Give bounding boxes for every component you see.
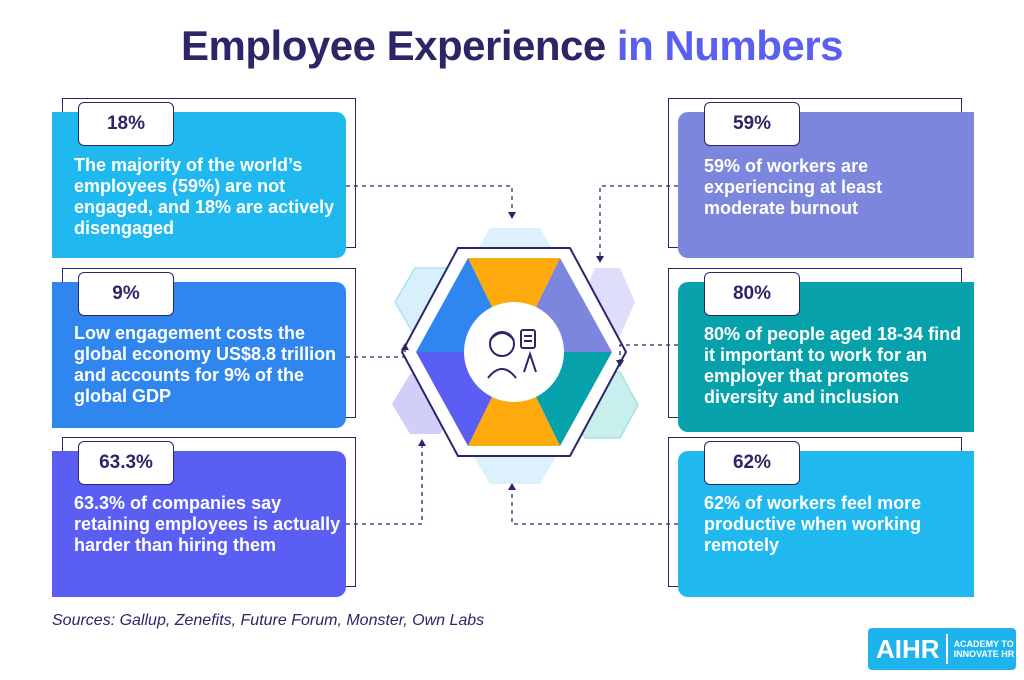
connector-retention xyxy=(346,446,423,525)
stat-value: 9% xyxy=(78,272,174,316)
page-title: Employee Experience in Numbers xyxy=(0,22,1024,70)
employee-with-document-icon xyxy=(487,329,537,379)
stat-description: 63.3% of companies say retaining employe… xyxy=(74,493,341,555)
stat-description: Low engagement costs the global economy … xyxy=(74,323,337,406)
connector-burnout xyxy=(599,185,678,256)
connector-diversity xyxy=(619,344,678,360)
logo-tagline: ACADEMY TO INNOVATE HR xyxy=(953,639,1015,659)
stat-value: 80% xyxy=(704,272,800,316)
stat-description: The majority of the world’s employees (5… xyxy=(74,155,335,238)
connector-remote xyxy=(511,490,678,525)
connector-engagement-cost xyxy=(346,350,406,358)
title-main: Employee Experience xyxy=(181,22,606,69)
connector-lines xyxy=(346,185,678,525)
stat-description: 80% of people aged 18-34 find it importa… xyxy=(704,324,962,407)
stat-value: 63.3% xyxy=(78,441,174,485)
connector-arrowheads xyxy=(401,212,624,490)
aihr-logo: AIHR ACADEMY TO INNOVATE HR xyxy=(868,628,1016,670)
stat-value: 18% xyxy=(78,102,174,146)
sources-footnote: Sources: Gallup, Zenefits, Future Forum,… xyxy=(52,612,485,629)
stat-description: 59% of workers are experiencing at least… xyxy=(704,156,883,218)
stat-value: 62% xyxy=(704,441,800,485)
connector-disengaged xyxy=(346,185,513,212)
logo-mark: AIHR xyxy=(868,634,948,664)
title-accent: in Numbers xyxy=(616,22,844,69)
stat-value: 59% xyxy=(704,102,800,146)
center-circle xyxy=(464,302,564,402)
stat-description: 62% of workers feel more productive when… xyxy=(704,493,922,555)
